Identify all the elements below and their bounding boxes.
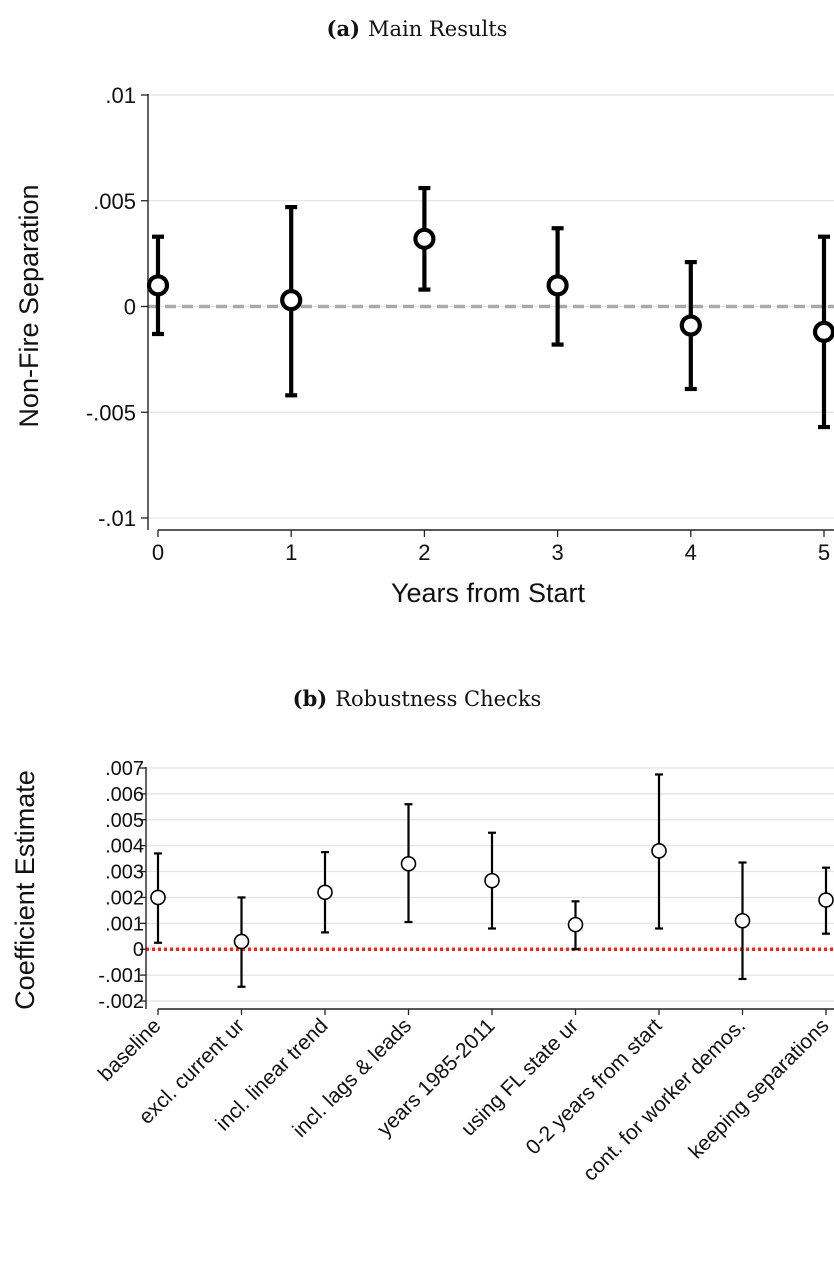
x-tick-label: 0 <box>152 540 164 565</box>
x-tick-label: 1 <box>285 540 297 565</box>
y-tick-label: .005 <box>105 810 144 832</box>
data-point-group <box>233 896 250 988</box>
panel-b-title-text: Robustness Checks <box>335 687 541 711</box>
y-axis-title: Non-Fire Separation <box>14 184 44 427</box>
panel-a-label: (a) <box>327 16 360 41</box>
x-tick-labels: 0 1 2 3 4 5 <box>152 540 830 565</box>
panel-a-title-text: Main Results <box>368 17 507 41</box>
point-marker <box>546 274 569 297</box>
y-tick-label: 0 <box>124 295 136 320</box>
x-category-label: keeping separations <box>684 1014 833 1163</box>
data-point-group <box>546 226 569 347</box>
point-marker <box>734 912 751 929</box>
y-tick-labels: .01 .005 0 -.005 -.01 <box>86 83 136 531</box>
data-point-group <box>679 259 702 392</box>
chart-main-results: .01 .005 0 -.005 -.01 0 1 2 3 4 5 Years from Star… <box>14 83 834 608</box>
data-points <box>146 185 834 430</box>
y-axis-title: Coefficient Estimate <box>10 770 40 1010</box>
point-marker <box>818 892 834 908</box>
y-tick-label: .01 <box>105 83 136 108</box>
y-tick-label: .002 <box>105 887 144 909</box>
axes <box>140 767 834 1015</box>
data-point-group <box>567 900 584 951</box>
y-tick-label: .004 <box>105 836 144 858</box>
grid-lines <box>146 767 834 1002</box>
data-point-group <box>146 234 170 337</box>
data-point-group <box>734 861 751 981</box>
point-marker <box>679 314 702 337</box>
point-marker <box>812 320 834 343</box>
y-tick-label: -.001 <box>98 965 144 987</box>
point-marker <box>484 872 500 889</box>
y-tick-label: .003 <box>105 862 144 884</box>
point-marker <box>150 889 166 906</box>
point-marker <box>317 884 333 901</box>
x-category-label: 0-2 years from start <box>522 1014 667 1159</box>
data-point-group <box>280 204 303 398</box>
x-category-label: baseline <box>94 1014 166 1086</box>
y-tick-label: .001 <box>105 913 144 935</box>
chart-robustness-checks: .007.006.005.004.003.002.0010-.001-.002 … <box>10 758 834 1186</box>
data-point-group <box>651 773 667 930</box>
axes <box>141 94 834 537</box>
y-tick-label: .006 <box>105 784 144 806</box>
point-marker <box>233 933 250 950</box>
y-tick-label: 0 <box>133 939 144 961</box>
x-tick-label: 4 <box>685 540 697 565</box>
data-point-group <box>413 185 436 292</box>
data-point-group <box>400 803 417 924</box>
y-tick-label: -.01 <box>98 506 136 531</box>
point-marker <box>413 227 436 250</box>
panel-a-title: (a) Main Results <box>327 16 508 41</box>
point-marker <box>280 289 303 312</box>
x-tick-label: 2 <box>418 540 430 565</box>
x-category-label: cont. for worker demos. <box>579 1014 750 1185</box>
panel-b-label: (b) <box>293 686 328 711</box>
data-points <box>150 773 834 988</box>
panel-b-title: (b) Robustness Checks <box>293 686 542 711</box>
data-point-group <box>150 852 166 944</box>
y-tick-labels: .007 .006 .005 .004 .003 .002 .001 0 -.001 -.002 <box>98 758 144 1013</box>
y-tick-label: -.002 <box>98 991 144 1013</box>
point-marker <box>146 274 170 297</box>
data-point-group <box>812 234 834 430</box>
data-point-group <box>317 851 333 934</box>
data-point-group <box>484 831 500 930</box>
y-tick-label: -.005 <box>86 400 136 425</box>
x-axis-title: Years from Start <box>391 578 586 608</box>
point-marker <box>651 843 667 859</box>
y-tick-label: .005 <box>93 189 136 214</box>
y-tick-label: .007 <box>105 758 144 780</box>
x-tick-label: 3 <box>551 540 563 565</box>
point-marker <box>567 916 584 933</box>
data-point-group <box>818 866 834 935</box>
x-tick-label: 5 <box>818 540 830 565</box>
point-marker <box>400 855 417 872</box>
